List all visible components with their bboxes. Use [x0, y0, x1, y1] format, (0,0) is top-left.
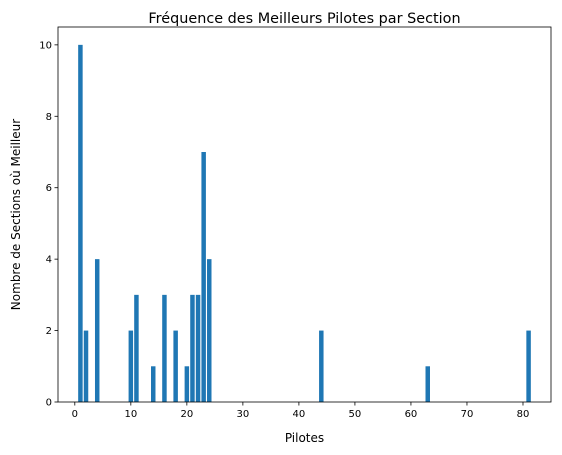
chart-title: Fréquence des Meilleurs Pilotes par Sect…: [148, 11, 460, 27]
x-tick-label: 60: [405, 409, 418, 420]
bar-pilot-20: [184, 366, 190, 402]
y-tick-label: 0: [46, 398, 52, 409]
bar-pilot-4: [94, 259, 100, 402]
bar-pilot-23: [201, 152, 206, 402]
bar-pilot-1: [78, 44, 83, 403]
bar-pilot-63: [425, 366, 430, 402]
bar-pilot-16: [162, 294, 167, 402]
x-tick-label: 50: [349, 409, 362, 420]
x-tick-label: 20: [180, 409, 193, 420]
bar-pilot-81: [526, 330, 531, 402]
bar-pilot-10: [128, 330, 134, 402]
y-tick-label: 8: [46, 112, 52, 123]
y-axis-ticks: 0 2 4 6 8 10: [39, 40, 58, 409]
bar-pilot-11: [134, 294, 139, 402]
y-tick-label: 10: [39, 40, 52, 51]
x-tick-label: 80: [517, 409, 530, 420]
x-tick-label: 70: [461, 409, 474, 420]
y-axis-label: Nombre de Sections où Meilleur: [9, 119, 23, 310]
x-tick-label: 40: [293, 409, 306, 420]
bar-pilot-44: [319, 330, 324, 402]
bar-pilot-22: [195, 294, 201, 402]
x-tick-label: 10: [124, 409, 137, 420]
bar-pilot-24: [207, 259, 212, 402]
bar-pilot-21: [190, 294, 195, 402]
bar-pilot-14: [151, 366, 156, 402]
x-axis-ticks: 0 10 20 30 40 50 60 70 80: [72, 402, 530, 420]
y-tick-label: 2: [46, 326, 52, 337]
x-tick-label: 30: [237, 409, 250, 420]
y-tick-label: 4: [46, 255, 52, 266]
plot-frame: [57, 26, 552, 403]
x-axis-label: Pilotes: [285, 431, 324, 445]
bars-group: [78, 44, 531, 403]
x-tick-label: 0: [72, 409, 78, 420]
bar-pilot-18: [173, 330, 178, 402]
y-tick-label: 6: [46, 183, 52, 194]
bar-pilot-2: [83, 330, 89, 402]
